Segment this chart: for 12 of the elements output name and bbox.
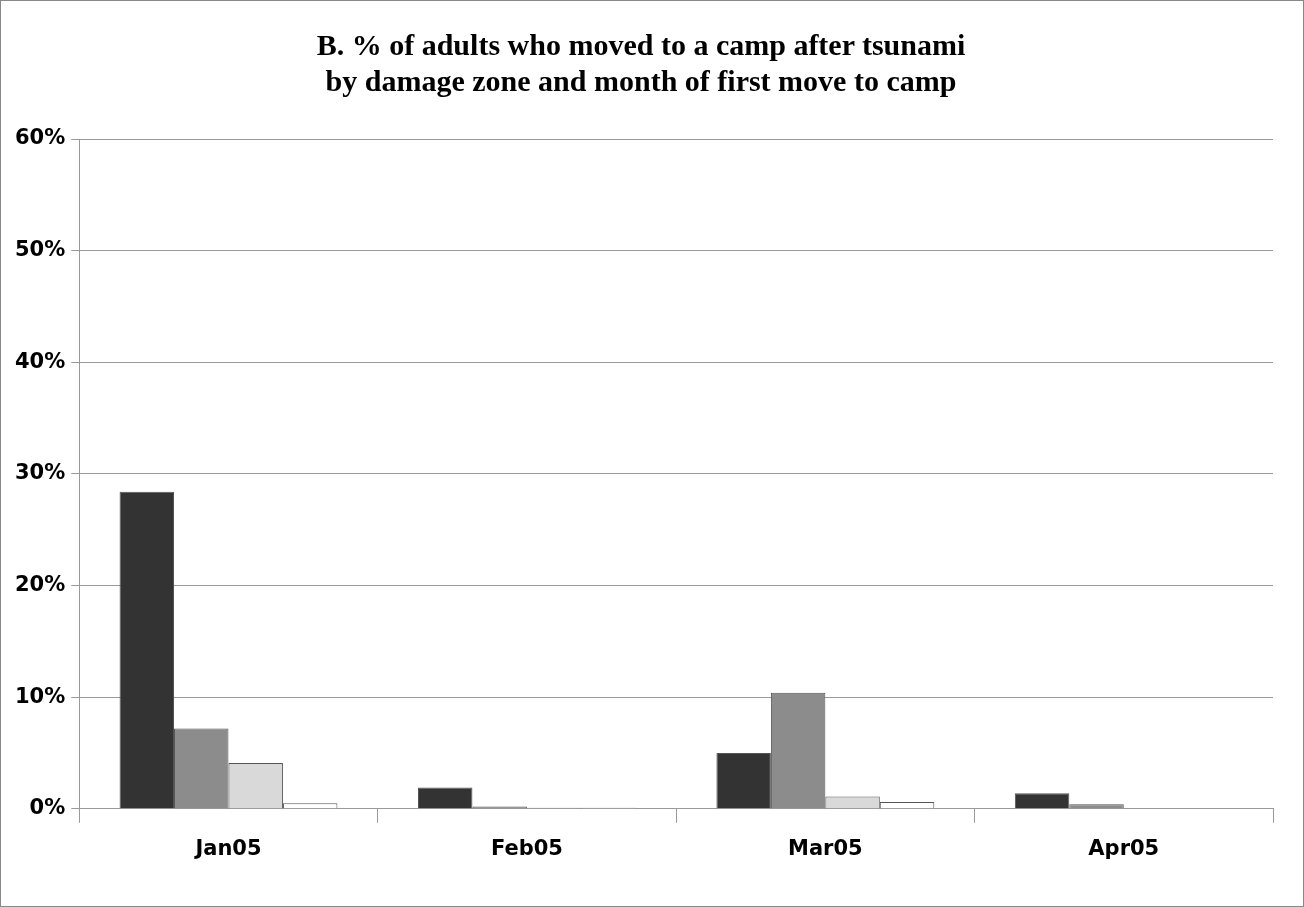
x-tick-label: Apr05 <box>1088 835 1160 860</box>
y-tick-label: 50% <box>15 237 66 262</box>
y-tick-label: 30% <box>15 460 66 485</box>
y-tick-label: 20% <box>15 571 66 596</box>
x-tick-label: Mar05 <box>788 835 863 860</box>
x-tick-label: Jan05 <box>193 835 262 860</box>
x-tick-label: Feb05 <box>490 835 563 860</box>
y-tick-label: 60% <box>15 125 66 150</box>
y-tick-label: 40% <box>15 348 66 373</box>
y-tick-label: 10% <box>15 683 66 708</box>
chart-title: B. % of adults who moved to a camp after tsunami by damage zone and month of first move to camp <box>316 27 966 97</box>
y-tick-label: 0% <box>29 795 66 820</box>
